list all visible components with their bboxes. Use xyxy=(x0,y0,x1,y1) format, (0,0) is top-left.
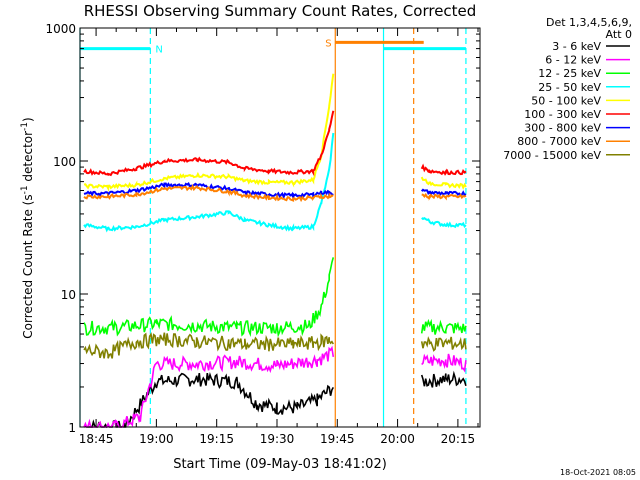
legend-header-line-1: Det 1,3,4,5,6,9, xyxy=(546,16,632,29)
y-axis-label-sup1: -1 xyxy=(20,185,30,194)
series-line-1-seg-1 xyxy=(421,353,467,373)
series-line-3-seg-1 xyxy=(421,217,467,229)
y-tick-label-2: 100 xyxy=(53,155,76,169)
y-tick-label-3: 1000 xyxy=(45,22,76,36)
legend-label-2: 12 - 25 keV xyxy=(538,67,601,80)
series-group xyxy=(83,73,467,429)
series-line-5-seg-1 xyxy=(420,163,467,177)
series-line-6-seg-0 xyxy=(83,182,334,201)
y-tick-label-1: 10 xyxy=(61,288,76,302)
series-line-4-seg-1 xyxy=(420,176,467,190)
series-line-1-seg-0 xyxy=(83,345,335,429)
footer-date: 18-Oct-2021 08:05 xyxy=(560,468,636,477)
series-line-7-seg-0 xyxy=(83,184,334,203)
series-line-6-seg-1 xyxy=(420,188,467,197)
series-line-7-seg-1 xyxy=(421,192,467,201)
legend-label-5: 100 - 300 keV xyxy=(524,108,601,121)
flag-label-0: N xyxy=(155,45,162,56)
legend-label-0: 3 - 6 keV xyxy=(552,40,601,53)
series-line-2-seg-1 xyxy=(420,318,467,335)
y-axis-label-a: Corrected Count Rate (s xyxy=(21,194,35,338)
legend-label-4: 50 - 100 keV xyxy=(531,94,601,107)
series-line-4-seg-0 xyxy=(83,73,335,193)
flag-segments-group: NS xyxy=(80,38,466,56)
y-tick-label-0: 1 xyxy=(68,421,76,435)
x-axis-label: Start Time (09-May-03 18:41:02) xyxy=(173,457,387,472)
x-tick-label-1: 19:00 xyxy=(139,432,174,446)
y-axis-label-b: detector xyxy=(21,131,35,186)
plot-frame xyxy=(79,27,481,428)
series-line-2-seg-0 xyxy=(83,257,335,338)
legend-label-6: 300 - 800 keV xyxy=(524,122,601,135)
series-line-8-seg-0 xyxy=(83,332,334,359)
x-tick-label-5: 20:00 xyxy=(380,432,415,446)
legend-label-3: 25 - 50 keV xyxy=(538,81,601,94)
y-axis-label-sup2: -1 xyxy=(20,122,30,131)
x-tick-label-2: 19:15 xyxy=(199,432,234,446)
series-line-0-seg-1 xyxy=(420,370,467,388)
x-tick-label-3: 19:30 xyxy=(260,432,295,446)
legend-label-7: 800 - 7000 keV xyxy=(517,135,601,148)
x-tick-label-6: 20:15 xyxy=(441,432,476,446)
x-tick-label-4: 19:45 xyxy=(320,432,355,446)
legend-label-1: 6 - 12 keV xyxy=(545,54,601,67)
legend-label-8: 7000 - 15000 keV xyxy=(503,149,601,162)
y-axis-label: Corrected Count Rate (s-1 detector-1) xyxy=(20,117,35,338)
series-line-8-seg-1 xyxy=(420,336,467,352)
axes-group: 1 10 100 1000 18:45 19:00 19:15 19:30 19:45 20:00… xyxy=(45,22,481,446)
series-line-5-seg-0 xyxy=(83,110,335,177)
x-tick-label-0: 18:45 xyxy=(79,432,114,446)
legend-header-line-2: Att 0 xyxy=(606,28,632,41)
series-line-3-seg-0 xyxy=(83,132,335,233)
series-line-0-seg-0 xyxy=(83,371,334,429)
flag-label-1: S xyxy=(325,38,331,49)
chart-title: RHESSI Observing Summary Count Rates, Co… xyxy=(84,2,477,20)
y-axis-label-c: ) xyxy=(21,117,35,122)
